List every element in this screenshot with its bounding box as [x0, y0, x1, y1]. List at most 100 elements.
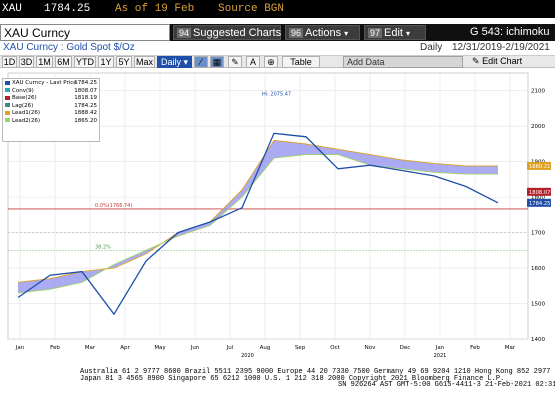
frequency-label: Daily — [420, 42, 443, 53]
x-tick-label: Mar — [505, 345, 516, 351]
legend-value: 1888.42 — [74, 110, 97, 116]
pencil-icon: ✎ — [231, 57, 239, 67]
edit-chart-label: Edit Chart — [482, 56, 523, 66]
range-toolbar: 1D 3D 1M 6M YTD 1Y 5Y Max Daily ▾ ⁄ ▦ ✎ … — [0, 55, 555, 68]
range-ytd-button[interactable]: YTD — [74, 56, 96, 68]
chart-type-bar-button[interactable]: ▦ — [210, 56, 224, 68]
legend-swatch — [5, 118, 10, 122]
x-tick-label: Dec — [400, 345, 411, 351]
y-tick-label: 2000 — [531, 124, 545, 130]
x-tick-label: Nov — [365, 345, 376, 351]
x-tick-label: Apr — [120, 345, 130, 351]
range-3d-button[interactable]: 3D — [19, 56, 34, 68]
legend-value: 1784.25 — [74, 102, 97, 109]
range-1d-button[interactable]: 1D — [2, 56, 17, 68]
quote-price: 1784.25 — [44, 3, 91, 15]
x-tick-label: May — [154, 345, 166, 351]
legend-item: Lead2(26) 1865.20 — [5, 118, 97, 126]
pencil-icon: ✎ — [472, 56, 480, 66]
draw-tool-button[interactable]: ✎ — [228, 56, 242, 68]
base-value-label: 1808.07 — [529, 190, 550, 196]
legend-label: Lead2(26) — [12, 117, 41, 124]
range-1y-button[interactable]: 1Y — [98, 56, 114, 68]
base-value-box — [527, 187, 551, 196]
zoom-icon: ⊕ — [267, 57, 275, 67]
edit-button[interactable]: 97 Edit ▾ — [364, 25, 426, 40]
lead-value-box — [527, 161, 551, 170]
suggested-charts-number: 94 — [177, 28, 192, 38]
y-tick-label: 1400 — [531, 337, 545, 343]
frequency-dropdown[interactable]: Daily ▾ — [157, 56, 192, 68]
fib-label: 0.0%(1766.74) — [95, 203, 132, 209]
y-tick-label: 1500 — [531, 302, 545, 308]
legend-label: Conv(9) — [12, 87, 34, 94]
legend-swatch — [5, 88, 10, 92]
range-max-button[interactable]: Max — [134, 56, 155, 68]
chevron-down-icon: ▾ — [344, 29, 349, 38]
legend-swatch — [5, 80, 10, 85]
y-tick-label: 1800 — [531, 195, 545, 201]
text-tool-icon: A — [249, 57, 256, 67]
quote-source: Source BGN — [218, 3, 285, 15]
legend-swatch — [5, 103, 10, 107]
x-tick-label: Jun — [190, 345, 200, 351]
legend-swatch — [5, 95, 10, 100]
suggested-charts-button[interactable]: 94 Suggested Charts — [173, 25, 281, 40]
lead1-line — [17, 139, 498, 283]
date-range-label[interactable]: 12/31/2019-2/19/2021 — [452, 42, 550, 53]
legend-item: Lead1(26) 1888.42 — [5, 110, 97, 118]
fib-label: 38.2% — [95, 244, 111, 250]
security-input[interactable]: XAU Curncy — [0, 24, 170, 41]
zoom-tool-button[interactable]: ⊕ — [264, 56, 278, 68]
last-price-label: 1784.25 — [529, 201, 550, 207]
descriptor-bar: XAU Curncy : Gold Spot $/Oz Daily 12/31/… — [0, 42, 555, 54]
edit-chart-button[interactable]: ✎ Edit Chart — [472, 56, 522, 67]
x-tick-label: Feb — [470, 345, 480, 351]
legend-label: XAU Curncy - Last Price — [12, 80, 77, 86]
lead2-line — [17, 154, 498, 294]
frequency-dropdown-label: Daily — [160, 57, 181, 67]
table-button[interactable]: Table — [282, 56, 320, 68]
footer: Australia 61 2 9777 8600 Brazil 5511 239… — [0, 366, 555, 400]
footer-phones-line1: Australia 61 2 9777 8600 Brazil 5511 239… — [80, 368, 555, 376]
y-tick-label: 1600 — [531, 266, 545, 272]
security-description: XAU Curncy : Gold Spot $/Oz — [3, 42, 135, 53]
chart-type-button[interactable]: ⁄ — [194, 56, 208, 68]
price-line — [17, 132, 499, 316]
add-data-input[interactable]: Add Data — [343, 56, 463, 68]
quote-ticker: XAU — [2, 3, 22, 15]
kumo-cloud — [18, 140, 498, 293]
y-tick-label: 2100 — [531, 89, 545, 95]
lead-value-label: 1860.21 — [529, 164, 550, 170]
x-tick-label: Feb — [50, 345, 60, 351]
legend-item: Conv(9) 1808.07 — [5, 88, 97, 96]
line-chart-icon: ⁄ — [200, 57, 202, 67]
bar-chart-icon: ▦ — [212, 57, 222, 67]
legend-item: XAU Curncy - Last Price 1784.25 — [5, 80, 97, 88]
chart-page-title: G 543: ichimoku — [470, 26, 550, 38]
x-tick-label: Mar — [85, 345, 96, 351]
footer-phones-line2: Japan 81 3 4565 8900 Singapore 65 6212 1… — [80, 375, 505, 383]
x-year-label: 2020 — [241, 353, 254, 359]
actions-button[interactable]: 96 Actions ▾ — [285, 25, 360, 40]
x-tick-label: Jan — [15, 345, 25, 351]
legend-value: 1818.19 — [74, 95, 97, 101]
suggested-charts-label: Suggested Charts — [193, 27, 282, 39]
legend-value: 1808.07 — [74, 87, 97, 94]
range-1m-button[interactable]: 1M — [36, 56, 53, 68]
actions-label: Actions — [305, 27, 342, 39]
legend-value: 1865.20 — [74, 117, 97, 124]
range-6m-button[interactable]: 6M — [55, 56, 72, 68]
footer-session-info: SN 926264 AST GMT-5:00 G615-4411-3 21-Fe… — [338, 381, 555, 389]
actions-number: 96 — [289, 28, 304, 38]
chart-legend: XAU Curncy - Last Price 1784.25 Conv(9) 180… — [2, 78, 100, 142]
legend-label: Lag(26) — [12, 102, 34, 109]
quote-bar: XAU 1784.25 As of 19 Feb Source BGN — [0, 0, 555, 18]
annotate-tool-button[interactable]: A — [246, 56, 260, 68]
range-5y-button[interactable]: 5Y — [116, 56, 132, 68]
y-tick-label: 1700 — [531, 231, 545, 237]
legend-swatch — [5, 110, 10, 115]
chevron-down-icon: ▾ — [405, 29, 410, 38]
x-tick-label: Aug — [260, 345, 271, 351]
legend-item: Base(26) 1818.19 — [5, 95, 97, 103]
